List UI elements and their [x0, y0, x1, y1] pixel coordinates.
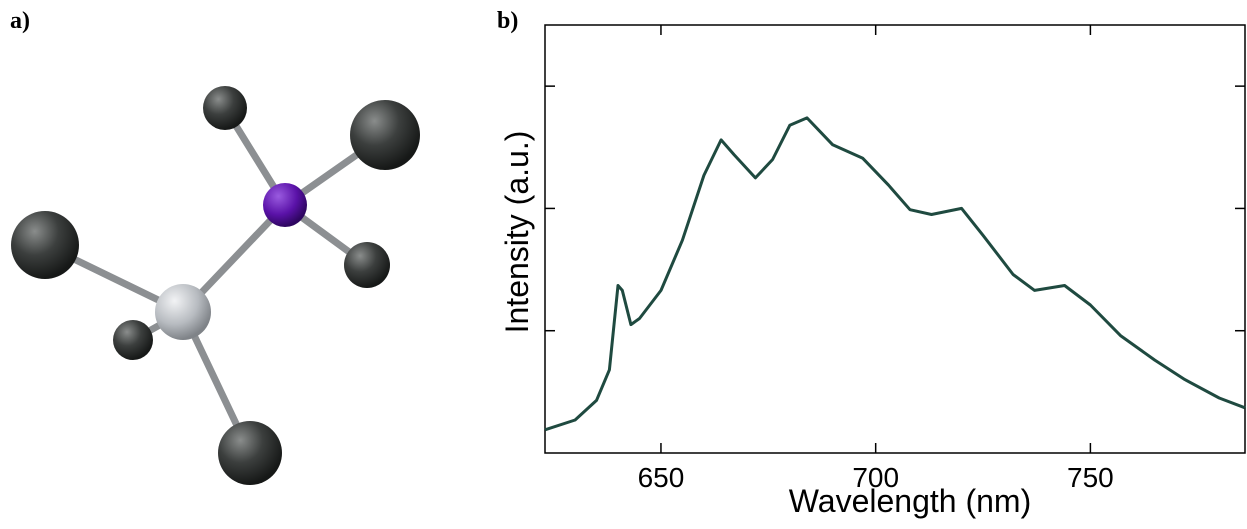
spectrum-line [544, 116, 1246, 432]
y-axis-label: Intensity (a.u.) [499, 131, 535, 334]
plot-frame [544, 24, 1246, 454]
x-tick-label: 750 [1067, 462, 1114, 493]
x-tick-label: 650 [638, 462, 685, 493]
x-tick-label: 700 [852, 462, 899, 493]
x-axis-label: Wavelength (nm) [789, 483, 1031, 519]
panel-label: a) [10, 8, 30, 34]
molecule [41, 104, 389, 457]
panel-label: b) [497, 8, 518, 34]
atoms [11, 86, 420, 485]
